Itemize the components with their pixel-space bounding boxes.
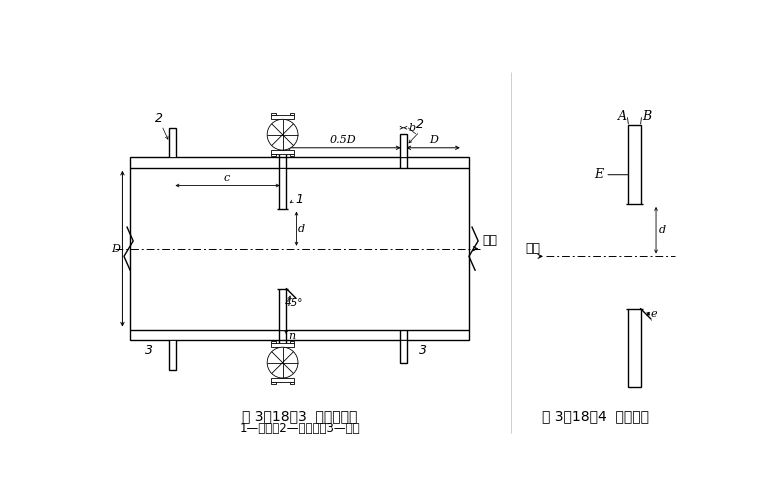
Bar (290, 341, 294, 344)
Circle shape (267, 120, 298, 150)
Bar (271, 341, 276, 344)
Bar (130, 157, 469, 168)
Text: E: E (594, 168, 604, 181)
Bar (290, 113, 294, 116)
Bar (169, 128, 175, 157)
Bar (169, 128, 175, 157)
Text: 1—孔板；2—测量嘴；3—钢管: 1—孔板；2—测量嘴；3—钢管 (239, 422, 360, 434)
Bar (271, 150, 294, 154)
Text: c: c (224, 173, 231, 183)
Text: D: D (111, 244, 121, 254)
Bar (271, 378, 294, 382)
Text: 3: 3 (146, 344, 153, 357)
Bar (271, 344, 294, 347)
Text: d: d (298, 224, 305, 234)
Circle shape (267, 347, 298, 378)
Bar (629, 308, 640, 387)
Text: d: d (658, 225, 665, 235)
Bar (279, 168, 287, 208)
Bar (400, 340, 407, 363)
Text: 3: 3 (419, 344, 427, 357)
Bar (130, 330, 469, 340)
Text: A: A (618, 110, 627, 122)
Bar (400, 134, 407, 157)
Text: e: e (650, 309, 657, 319)
Bar (400, 134, 407, 157)
Bar (130, 157, 469, 168)
Bar (271, 116, 294, 119)
Bar (629, 126, 640, 204)
Text: 45°: 45° (285, 298, 303, 308)
Bar (271, 382, 276, 384)
Bar (629, 126, 640, 204)
Bar (279, 168, 287, 208)
Bar (271, 113, 276, 116)
Text: 流向: 流向 (483, 234, 498, 248)
Text: D: D (428, 136, 438, 145)
Bar (279, 288, 287, 330)
Bar (290, 154, 294, 156)
Text: B: B (642, 110, 651, 122)
Text: 图 3－18－3  孔板流量计: 图 3－18－3 孔板流量计 (241, 408, 358, 422)
Text: b: b (409, 123, 416, 133)
Bar (169, 340, 175, 370)
Bar (290, 382, 294, 384)
Text: 1: 1 (295, 193, 303, 206)
Bar (279, 288, 287, 330)
Text: 0.5D: 0.5D (330, 136, 356, 145)
Bar (271, 154, 276, 156)
Text: n: n (288, 331, 295, 341)
Text: 2: 2 (154, 112, 163, 124)
Bar (130, 330, 469, 340)
Bar (629, 308, 640, 387)
Bar (169, 340, 175, 370)
Bar (400, 340, 407, 363)
Text: 图 3－18－4  标准孔板: 图 3－18－4 标准孔板 (542, 408, 650, 422)
Text: 流向: 流向 (525, 242, 540, 255)
Text: 2: 2 (417, 118, 425, 131)
